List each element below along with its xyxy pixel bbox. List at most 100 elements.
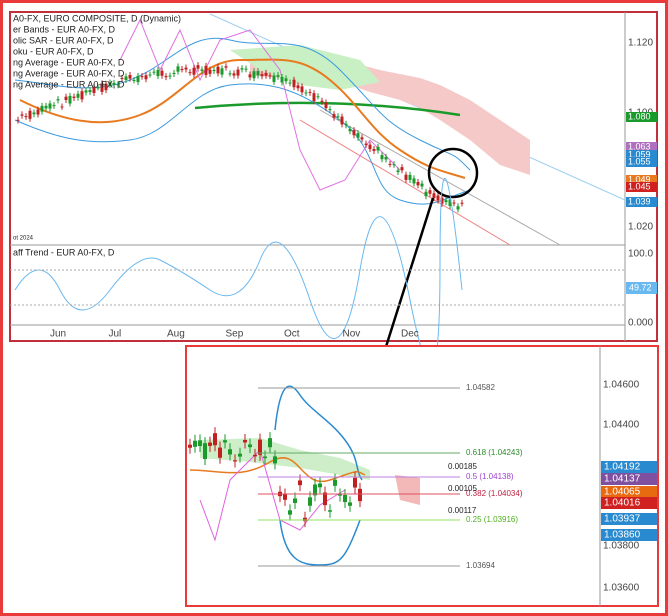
channel-line	[299, 119, 511, 246]
candle	[316, 96, 320, 98]
candle	[72, 96, 76, 98]
zoom-price-label: 1.03800	[603, 541, 640, 552]
price-badge-text: 1.039	[628, 196, 651, 206]
candle	[204, 65, 208, 75]
candle	[293, 498, 297, 504]
zoom-panel	[185, 345, 659, 607]
candle	[416, 182, 420, 186]
candle	[116, 84, 120, 86]
candles	[16, 62, 464, 213]
candle	[84, 90, 88, 93]
candle	[100, 83, 104, 92]
candle	[324, 102, 328, 109]
zoom-ma	[189, 457, 366, 483]
candle	[68, 95, 72, 104]
zoom-badge-text: 1.04137	[604, 474, 641, 485]
candle	[16, 119, 20, 121]
legend-text: ng Average - EUR A0-FX, D	[13, 57, 125, 67]
candle	[400, 167, 404, 171]
candle	[348, 502, 352, 506]
candle	[188, 72, 192, 74]
price-badge	[626, 197, 657, 207]
schaff-line	[14, 177, 463, 368]
spread-label: 0.00105	[448, 484, 477, 493]
candle	[313, 484, 317, 496]
fib-label: 0.25 (1.03916)	[466, 515, 518, 524]
candle	[144, 75, 148, 80]
legend: A0-FX, EURO COMPOSITE, D (Dynamic) er Ba…	[13, 13, 181, 89]
zoom-badge	[601, 529, 657, 541]
legend-text: oku - EUR A0-FX, D	[13, 46, 94, 56]
candle	[160, 70, 164, 76]
zoom-badge-text: 1.04192	[604, 462, 641, 473]
candle	[76, 93, 80, 98]
candle	[404, 174, 408, 180]
price-badge	[626, 150, 657, 160]
candle	[193, 440, 197, 447]
zoom-price-label: 1.03600	[603, 583, 640, 594]
indicator-label: 100.0	[628, 249, 653, 260]
candle	[248, 74, 252, 78]
candle	[132, 79, 136, 81]
candle	[96, 87, 100, 89]
candle	[56, 99, 60, 101]
price-badge	[626, 142, 657, 152]
candle	[88, 89, 92, 93]
candle	[288, 510, 292, 515]
candle	[343, 494, 347, 503]
candle	[260, 74, 264, 77]
candle	[372, 149, 376, 151]
price-badge	[626, 157, 657, 167]
candle	[24, 116, 28, 118]
candle	[244, 68, 248, 70]
candle	[104, 83, 108, 91]
candle	[308, 497, 312, 506]
candle	[436, 195, 440, 201]
candle	[213, 433, 217, 446]
price-badge-text: 1.080	[628, 111, 651, 121]
zoom-lag	[199, 449, 346, 542]
candle	[352, 130, 356, 136]
candle	[148, 74, 152, 76]
candle	[380, 155, 384, 160]
candle	[440, 197, 444, 204]
price-badge-text: 1.063	[628, 141, 651, 151]
zoom-badge	[601, 473, 657, 485]
candle	[40, 105, 44, 112]
spread-label: 0.00117	[448, 506, 477, 515]
candle	[140, 76, 144, 78]
candle	[263, 456, 267, 459]
candle	[353, 477, 357, 488]
candle	[220, 68, 224, 75]
candle	[172, 72, 176, 75]
candle	[28, 110, 32, 119]
candle	[156, 69, 160, 77]
zoom-bb-upper	[274, 385, 363, 481]
zoom-badge	[601, 497, 657, 509]
price-badge	[626, 112, 657, 122]
zoom-badge-text: 1.04016	[604, 498, 641, 509]
candle	[412, 178, 416, 184]
zoom-badge-text: 1.03860	[604, 530, 641, 541]
candle	[164, 76, 168, 78]
bollinger-upper	[14, 37, 471, 171]
candle	[328, 109, 332, 111]
candle	[284, 78, 288, 82]
candle	[108, 82, 112, 85]
candle	[224, 66, 228, 68]
candle	[444, 200, 448, 203]
candle	[448, 199, 452, 206]
price-label: 1.020	[628, 222, 653, 233]
candle	[152, 71, 156, 73]
zoom-badge-text: 1.04065	[604, 487, 641, 498]
fib-label: 0.618 (1.04243)	[466, 448, 523, 457]
candle	[428, 190, 432, 194]
candle	[318, 483, 322, 488]
candle	[292, 79, 296, 88]
candle	[283, 494, 287, 500]
candle	[188, 444, 192, 448]
candle	[223, 440, 227, 443]
fib-label: 0.5 (1.04138)	[466, 472, 514, 481]
